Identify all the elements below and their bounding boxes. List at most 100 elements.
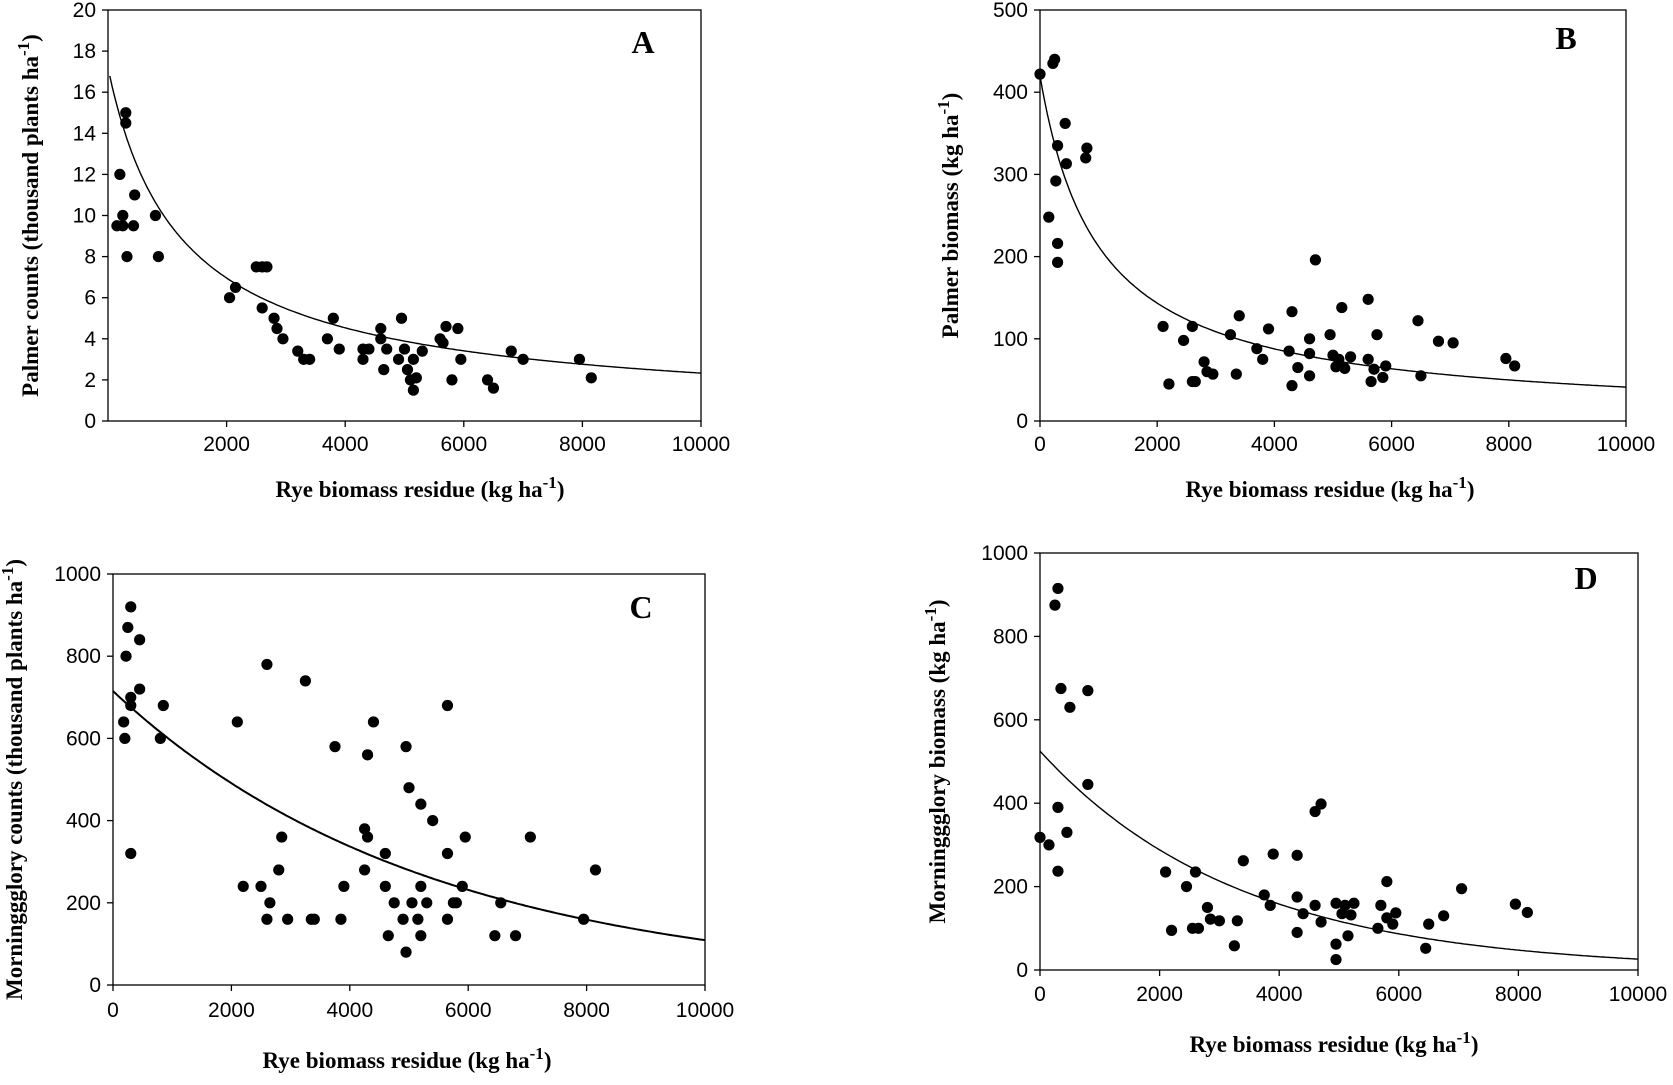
data-point — [333, 343, 345, 355]
data-point — [1177, 334, 1190, 347]
data-point — [1267, 848, 1279, 860]
data-point — [509, 930, 522, 942]
data-point — [129, 189, 141, 201]
y-tick-label: 8 — [84, 246, 96, 269]
data-point — [1339, 362, 1351, 374]
data-point — [1163, 378, 1175, 390]
y-tick-label: 200 — [66, 892, 101, 915]
data-point — [335, 913, 347, 925]
data-point — [276, 831, 288, 843]
data-point — [1420, 942, 1432, 954]
data-point — [1375, 899, 1387, 911]
data-point — [1415, 370, 1427, 382]
data-point — [1315, 798, 1327, 810]
data-point — [117, 220, 129, 232]
data-point — [1159, 866, 1172, 878]
data-point — [1509, 898, 1522, 910]
data-point — [1380, 360, 1392, 372]
fitted-curve — [1039, 750, 1639, 960]
x-tick-label: 8000 — [559, 433, 606, 456]
data-point — [1228, 940, 1240, 952]
data-point — [397, 913, 409, 925]
data-point — [382, 930, 394, 942]
data-point — [1034, 68, 1046, 80]
data-point — [589, 864, 602, 876]
x-tick-label: 0 — [107, 999, 119, 1022]
data-point — [1336, 908, 1348, 920]
data-point — [1372, 922, 1384, 934]
data-point — [152, 251, 165, 263]
y-tick-label: 200 — [993, 246, 1028, 269]
x-tick-label: 4000 — [1251, 433, 1298, 456]
y-tick-label: 0 — [84, 410, 96, 433]
data-point — [1330, 897, 1342, 909]
data-point — [487, 382, 500, 394]
data-point — [1051, 237, 1064, 250]
data-point — [1047, 57, 1059, 70]
y-tick-label: 400 — [993, 81, 1028, 104]
data-point — [455, 353, 467, 365]
y-axis-title: Palmer biomass (kg ha-1) — [934, 93, 964, 339]
data-point — [1043, 211, 1055, 223]
data-point — [114, 168, 126, 180]
data-point — [1291, 849, 1303, 861]
data-point — [1303, 333, 1316, 345]
data-point — [1412, 315, 1424, 327]
data-point — [392, 353, 405, 365]
data-point — [400, 741, 412, 753]
data-point — [403, 782, 415, 794]
data-point — [292, 345, 304, 357]
data-point — [1052, 582, 1064, 595]
data-point — [395, 312, 408, 324]
data-point — [134, 634, 146, 646]
data-point — [1297, 908, 1309, 920]
data-point — [299, 675, 311, 687]
x-tick-label: 4000 — [326, 999, 373, 1022]
data-point — [361, 749, 374, 761]
data-point — [120, 117, 132, 129]
panel-label: A — [631, 24, 654, 60]
data-point — [261, 913, 273, 925]
y-tick-label: 20 — [73, 0, 96, 22]
data-point — [125, 847, 137, 860]
data-point — [1064, 701, 1076, 713]
data-point — [237, 880, 249, 892]
x-tick-label: 8000 — [1495, 983, 1542, 1006]
y-tick-label: 400 — [993, 792, 1028, 815]
data-point — [1237, 855, 1249, 867]
data-point — [1303, 370, 1316, 382]
data-point — [1258, 889, 1270, 901]
fitted-curve — [109, 75, 702, 374]
y-tick-label: 1000 — [981, 542, 1028, 565]
data-point — [363, 343, 375, 355]
data-point — [1371, 329, 1383, 341]
data-point — [119, 732, 131, 745]
data-point — [1049, 599, 1061, 611]
data-point — [452, 322, 464, 335]
data-point — [120, 107, 132, 119]
data-point — [1059, 117, 1071, 130]
y-tick-label: 0 — [1016, 959, 1028, 982]
data-point — [256, 302, 268, 314]
data-point — [1303, 347, 1316, 360]
panel-c: 0 2000 4000 6000 8000 10000 0 200 400 600 800 1000 C… — [0, 559, 734, 1073]
y-tick-label: 2 — [84, 369, 96, 392]
data-point — [1081, 142, 1093, 154]
data-point — [1345, 909, 1357, 921]
data-point — [1309, 254, 1322, 266]
data-point — [517, 353, 529, 365]
data-point — [379, 880, 391, 892]
data-point — [1291, 926, 1303, 939]
data-point — [118, 716, 130, 728]
y-tick-label: 600 — [993, 709, 1028, 732]
panel-label: C — [629, 589, 652, 625]
data-point — [401, 364, 414, 376]
data-point — [282, 913, 294, 925]
data-point — [585, 372, 597, 384]
y-tick-label: 18 — [73, 40, 96, 63]
data-point — [1082, 685, 1094, 697]
data-point — [255, 880, 267, 892]
data-point — [1052, 865, 1064, 877]
y-tick-label: 100 — [993, 328, 1028, 351]
data-point — [327, 312, 339, 324]
